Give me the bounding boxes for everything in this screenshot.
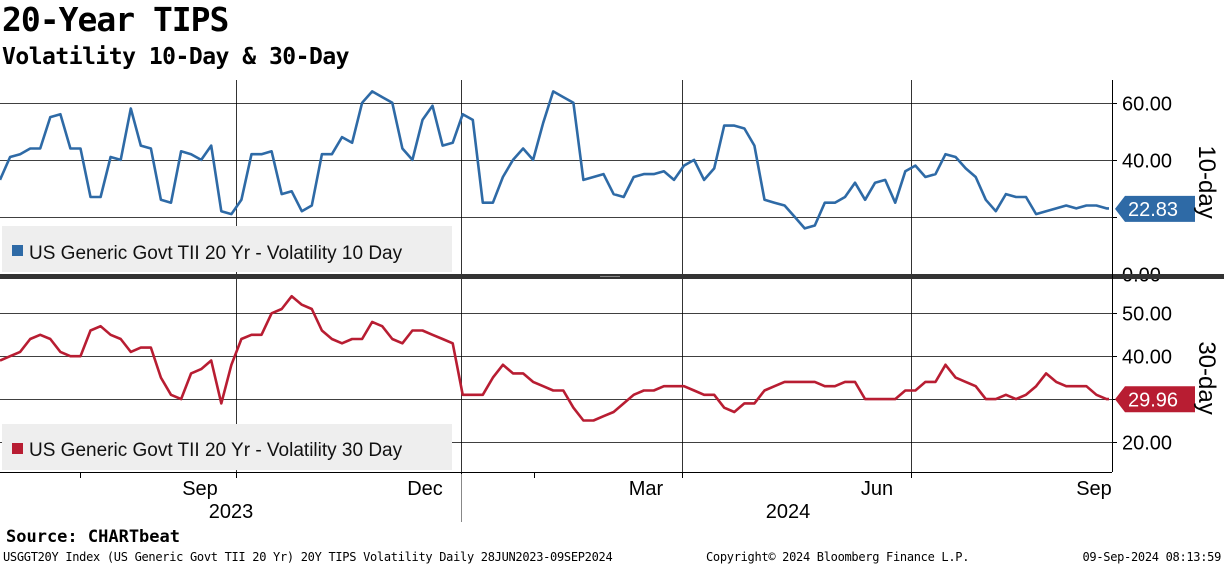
x-month-label-sep-2023: Sep bbox=[182, 478, 218, 500]
legend-box-10-day bbox=[2, 226, 452, 272]
panel-30-day: US Generic Govt TII 20 Yr - Volatility 3… bbox=[0, 279, 1220, 472]
panel-10-day: US Generic Govt TII 20 Yr - Volatility 1… bbox=[0, 80, 1220, 287]
last-value-badge-10-day bbox=[1115, 195, 1195, 222]
y-tick-label-30-day: 20.00 bbox=[1122, 433, 1172, 455]
legend-swatch-10-day bbox=[12, 245, 23, 256]
series-line-30-day bbox=[0, 294, 1109, 422]
series-line-10-day bbox=[0, 90, 1109, 230]
last-value-label-30-day: 29.96 bbox=[1128, 389, 1178, 411]
chart-subtitle: Volatility 10-Day & 30-Day bbox=[2, 44, 350, 70]
x-year-label-2024: 2024 bbox=[766, 501, 811, 523]
chart-title: 20-Year TIPS bbox=[2, 0, 229, 39]
footer-copyright: Copyright© 2024 Bloomberg Finance L.P. bbox=[706, 550, 970, 564]
y-tick-label-10-day: 40.00 bbox=[1122, 151, 1172, 173]
panel-label-30-day: 30-day bbox=[1193, 341, 1220, 414]
x-month-label-sep-2024: Sep bbox=[1076, 478, 1112, 500]
panel-label-10-day: 10-day bbox=[1193, 145, 1220, 218]
source-note: Source: CHARTbeat bbox=[6, 527, 180, 547]
x-axis bbox=[80, 472, 912, 478]
y-axis-ticks-30-day: 20.00 40.00 50.00 bbox=[1112, 304, 1172, 455]
footer-timestamp: 09-Sep-2024 08:13:59 bbox=[1082, 550, 1222, 564]
legend-label-30-day: US Generic Govt TII 20 Yr - Volatility 3… bbox=[29, 440, 403, 461]
legend-label-10-day: US Generic Govt TII 20 Yr - Volatility 1… bbox=[29, 243, 403, 264]
x-year-label-2023: 2023 bbox=[209, 501, 254, 523]
last-value-badge-30-day bbox=[1115, 386, 1195, 413]
y-tick-label-30-day: 40.00 bbox=[1122, 347, 1172, 369]
x-month-label-jun: Jun bbox=[861, 478, 893, 500]
legend-swatch-30-day bbox=[12, 443, 23, 454]
legend-box-30-day bbox=[2, 424, 452, 470]
x-month-label-dec: Dec bbox=[407, 478, 443, 500]
y-tick-label-10-day: 60.00 bbox=[1122, 94, 1172, 116]
last-value-label-10-day: 22.83 bbox=[1128, 199, 1178, 221]
footer-description: USGGT20Y Index (US Generic Govt TII 20 Y… bbox=[3, 550, 613, 564]
gridlines-30-day bbox=[0, 313, 1112, 443]
x-month-label-mar: Mar bbox=[629, 478, 664, 500]
y-tick-label-30-day: 50.00 bbox=[1122, 304, 1172, 326]
